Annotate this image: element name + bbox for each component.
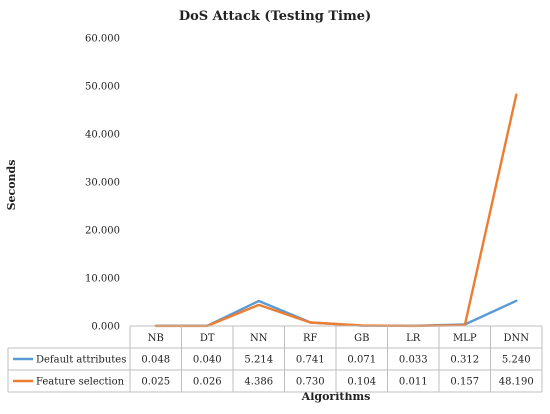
y-tick-label: 60.000 (85, 34, 120, 45)
data-label: 0.730 (296, 377, 325, 388)
data-label: 0.071 (347, 355, 376, 366)
y-tick-label: 40.000 (85, 130, 120, 141)
data-label: 0.157 (450, 377, 479, 388)
x-tick-label: RF (303, 333, 318, 344)
x-tick-label: MLP (453, 333, 477, 344)
data-label: 48.190 (499, 377, 534, 388)
y-tick-label: 0.000 (91, 322, 120, 333)
data-label: 0.011 (399, 377, 428, 388)
data-label: 0.741 (296, 355, 325, 366)
data-label: 4.386 (244, 377, 273, 388)
y-axis-ticks: 0.000 10.000 20.000 30.000 40.000 50.000 60.00… (85, 34, 120, 333)
y-tick-label: 30.000 (85, 178, 120, 189)
data-label: 5.240 (502, 355, 531, 366)
x-tick-label: DNN (503, 333, 529, 344)
y-axis-title: Seconds (5, 160, 18, 211)
x-tick-label: NN (250, 333, 268, 344)
x-tick-label: GB (354, 333, 369, 344)
data-label: 0.040 (193, 355, 222, 366)
x-tick-label: NB (148, 333, 164, 344)
data-label: 0.026 (193, 377, 222, 388)
y-tick-label: 50.000 (85, 82, 120, 93)
plot-lines (154, 93, 518, 328)
data-label: 0.025 (141, 377, 170, 388)
data-label: 0.048 (141, 355, 170, 366)
data-table: NB DT NN RF GB LR MLP DNN Default attributes 0.04… (7, 325, 543, 393)
legend-entry: Default attributes (36, 355, 126, 366)
y-tick-label: 20.000 (85, 226, 120, 237)
y-tick-label: 10.000 (85, 274, 120, 285)
chart-title: DoS Attack (Testing Time) (179, 9, 371, 24)
x-axis-title: Algorithms (301, 390, 371, 403)
legend-entry: Feature selection (36, 377, 125, 388)
series-line-feature-selection (154, 93, 518, 328)
series-line-default-attributes (154, 299, 518, 327)
data-label: 0.033 (399, 355, 428, 366)
data-label: 0.312 (450, 355, 479, 366)
data-label: 0.104 (347, 377, 376, 388)
data-label: 5.214 (244, 355, 273, 366)
x-tick-label: LR (406, 333, 421, 344)
x-tick-label: DT (200, 333, 215, 344)
